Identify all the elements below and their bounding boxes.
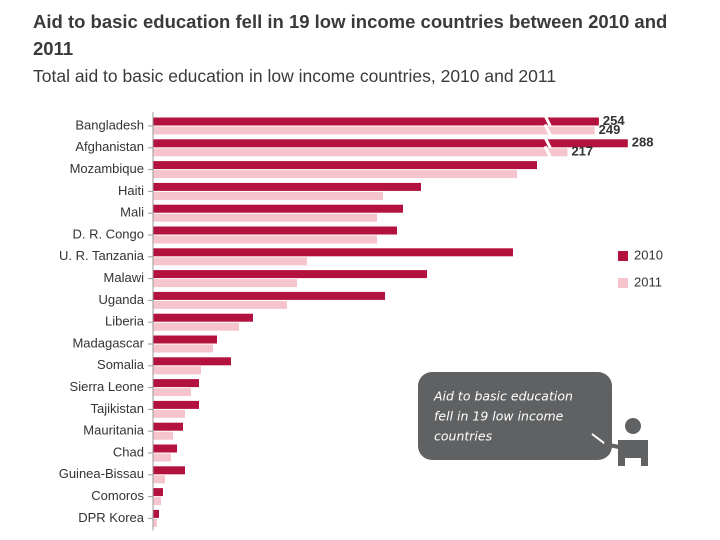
bar bbox=[153, 366, 201, 375]
callout-text: Aid to basic education bbox=[433, 389, 573, 404]
bar bbox=[153, 400, 199, 409]
bar bbox=[153, 291, 385, 300]
bar bbox=[153, 444, 177, 453]
bar bbox=[153, 488, 163, 497]
legend-swatch bbox=[618, 278, 628, 288]
bar bbox=[153, 148, 568, 157]
bar bbox=[153, 518, 157, 527]
y-tick-label: Comoros bbox=[91, 488, 144, 503]
bar bbox=[153, 497, 161, 506]
bar bbox=[153, 322, 239, 331]
y-tick-label: Guinea-Bissau bbox=[59, 466, 144, 481]
bar bbox=[153, 235, 377, 244]
bar bbox=[153, 388, 191, 397]
bar bbox=[153, 139, 628, 148]
y-tick-label: Bangladesh bbox=[75, 117, 144, 132]
bar bbox=[153, 509, 159, 518]
y-tick-label: Madagascar bbox=[72, 335, 144, 350]
axis-break bbox=[543, 114, 553, 129]
bar bbox=[153, 170, 517, 179]
bar bbox=[153, 453, 171, 462]
bar bbox=[153, 117, 599, 126]
bar bbox=[153, 204, 403, 213]
value-label: 254 bbox=[603, 113, 625, 128]
person-body bbox=[618, 440, 648, 466]
bar bbox=[153, 475, 165, 484]
y-tick-label: D. R. Congo bbox=[72, 226, 144, 241]
bar bbox=[153, 466, 185, 475]
y-tick-label: DPR Korea bbox=[78, 510, 145, 525]
axis-break bbox=[543, 136, 553, 150]
bar bbox=[153, 257, 307, 266]
legend-swatch bbox=[618, 251, 628, 261]
bar bbox=[153, 161, 537, 170]
chart-subtitle: Total aid to basic education in low inco… bbox=[33, 66, 557, 86]
bar bbox=[153, 431, 173, 440]
y-tick-label: Mali bbox=[120, 205, 144, 220]
value-label: 217 bbox=[571, 144, 593, 159]
legend-label: 2011 bbox=[634, 274, 662, 289]
bar bbox=[153, 422, 183, 431]
y-tick-label: Tajikistan bbox=[91, 401, 144, 416]
person-arm bbox=[603, 442, 625, 450]
y-tick-label: Haiti bbox=[118, 183, 144, 198]
bar bbox=[153, 344, 213, 353]
y-tick-label: Mauritania bbox=[83, 423, 144, 438]
y-tick-label: Sierra Leone bbox=[70, 379, 144, 394]
bar bbox=[153, 270, 427, 279]
callout-text: fell in 19 low income bbox=[434, 409, 564, 424]
bar bbox=[153, 213, 377, 222]
bar bbox=[153, 226, 397, 235]
y-tick-label: U. R. Tanzania bbox=[59, 248, 145, 263]
legend-label: 2010 bbox=[634, 247, 663, 262]
chart-title: Aid to basic education fell in 19 low in… bbox=[33, 11, 668, 59]
bar bbox=[153, 191, 383, 200]
value-label: 288 bbox=[632, 135, 654, 150]
person-head bbox=[625, 418, 641, 434]
y-tick-label: Afghanistan bbox=[75, 139, 144, 154]
bar bbox=[153, 357, 231, 366]
axis-break bbox=[543, 123, 553, 138]
y-tick-label: Chad bbox=[113, 444, 144, 459]
value-label: 249 bbox=[599, 122, 621, 137]
bar bbox=[153, 313, 253, 322]
callout-text: countries bbox=[434, 429, 493, 444]
bar bbox=[153, 379, 199, 388]
bar bbox=[153, 126, 595, 135]
y-tick-label: Malawi bbox=[104, 270, 145, 285]
bar bbox=[153, 300, 287, 309]
callout-box bbox=[418, 372, 612, 460]
axis-break bbox=[543, 145, 553, 159]
y-tick-label: Liberia bbox=[105, 314, 145, 329]
bar bbox=[153, 248, 513, 257]
bar bbox=[153, 182, 421, 191]
y-tick-label: Uganda bbox=[98, 292, 144, 307]
y-tick-label: Somalia bbox=[97, 357, 145, 372]
bar bbox=[153, 279, 297, 288]
y-tick-label: Mozambique bbox=[70, 161, 144, 176]
bar bbox=[153, 409, 185, 418]
bar bbox=[153, 335, 217, 344]
